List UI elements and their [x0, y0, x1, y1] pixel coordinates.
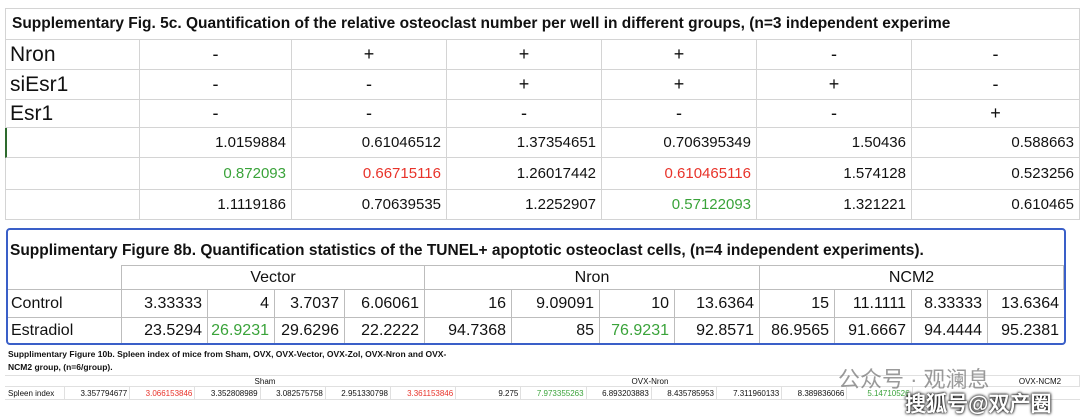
group-sign: -	[912, 70, 1080, 100]
value-cell: 29.6296	[275, 318, 345, 343]
value-cell: 0.872093	[140, 158, 292, 190]
group-sign: -	[912, 40, 1080, 70]
value-cell: 3.357794677	[65, 387, 131, 400]
group-sign: +	[912, 100, 1080, 128]
value-cell: 1.574128	[757, 158, 912, 190]
group-sign: -	[602, 100, 757, 128]
value-cell: 92.8571	[675, 318, 760, 343]
value-cell: 22.2222	[345, 318, 425, 343]
value-cell: 1.2252907	[447, 190, 602, 220]
value-cell: 3.066153846	[130, 387, 196, 400]
value-cell: 0.66715116	[292, 158, 447, 190]
group-sign: -	[292, 70, 447, 100]
value-cell: 0.706395349	[602, 128, 757, 158]
value-cell: 16	[425, 290, 512, 318]
row-label: Control	[8, 290, 122, 318]
group-sign: -	[140, 40, 292, 70]
group-sign: +	[447, 70, 602, 100]
value-cell: 11.1111	[835, 290, 912, 318]
group-header: Vector	[122, 265, 425, 290]
value-cell: 1.0159884	[140, 128, 292, 158]
value-cell: 9.09091	[512, 290, 600, 318]
value-cell: 7.973355263	[521, 387, 587, 400]
group-sign: +	[447, 40, 602, 70]
value-cell: 5.14710526	[847, 387, 913, 400]
value-cell: 0.588663	[912, 128, 1080, 158]
value-cell: 9.275	[456, 387, 522, 400]
value-cell: 91.6667	[835, 318, 912, 343]
value-cell: 0.70639535	[292, 190, 447, 220]
value-cell: 7.311960133	[717, 387, 783, 400]
value-cell: 94.7368	[425, 318, 512, 343]
value-cell: 6.893203883	[586, 387, 652, 400]
group-header: Nron	[425, 265, 760, 290]
group-sign: -	[292, 100, 447, 128]
value-cell: 0.610465	[912, 190, 1080, 220]
row-label: Nron	[5, 40, 140, 70]
row-label	[5, 128, 140, 158]
table-title: Supplimentary Figure 8b. Quantification …	[10, 242, 924, 259]
value-cell: 4	[208, 290, 275, 318]
group-sign: -	[140, 70, 292, 100]
value-cell: 76.9231	[600, 318, 675, 343]
group-sign: +	[292, 40, 447, 70]
row-label: Estradiol	[8, 318, 122, 343]
group-sign: -	[757, 100, 912, 128]
value-cell: 10	[600, 290, 675, 318]
table-title: Supplementary Fig. 5c. Quantification of…	[5, 8, 1080, 40]
group-header: Sham	[254, 376, 276, 386]
value-cell: 3.361153846	[391, 387, 457, 400]
group-header: NCM2	[760, 265, 1064, 290]
table-title: Supplimentary Figure 10b. Spleen index o…	[8, 348, 447, 359]
value-cell: 8.33333	[912, 290, 988, 318]
group-sign: +	[602, 70, 757, 100]
watermark: 搜狐号@双产圈	[905, 393, 1052, 416]
value-cell: 3.7037	[275, 290, 345, 318]
value-cell: 13.6364	[988, 290, 1064, 318]
value-cell: 4.2	[1043, 387, 1080, 400]
value-cell: 13.6364	[675, 290, 760, 318]
value-cell: 1.26017442	[447, 158, 602, 190]
value-cell: 3.33333	[122, 290, 208, 318]
value-cell: 8.435785953	[651, 387, 717, 400]
value-cell: 86.9565	[760, 318, 835, 343]
group-header: OVX-Nron	[631, 376, 669, 386]
value-cell: 8.389836066	[782, 387, 848, 400]
group-sign: -	[447, 100, 602, 128]
group-sign: -	[757, 40, 912, 70]
value-cell: 0.523256	[912, 158, 1080, 190]
value-cell: 2.951330798	[325, 387, 391, 400]
watermark: 公众号 · 观澜息	[838, 367, 990, 392]
row-label	[5, 158, 140, 190]
group-header: OVX-NCM2	[1018, 376, 1062, 386]
value-cell: 3.082575758	[260, 387, 326, 400]
value-cell: 1.1119186	[140, 190, 292, 220]
row-label	[5, 190, 140, 220]
value-cell: 1.321221	[757, 190, 912, 220]
table-title: NCM2 group, (n=6/group).	[8, 361, 113, 372]
row-label: Spleen index	[5, 387, 65, 400]
value-cell: 23.5294	[122, 318, 208, 343]
value-cell: 0.610465116	[602, 158, 757, 190]
group-sign: +	[757, 70, 912, 100]
value-cell: 94.4444	[912, 318, 988, 343]
header-blank	[8, 265, 122, 290]
value-cell: 3.352808989	[195, 387, 261, 400]
row-label: siEsr1	[5, 70, 140, 100]
row-label: Esr1	[5, 100, 140, 128]
figure-8b-frame	[6, 228, 1066, 345]
value-cell: 85	[512, 318, 600, 343]
group-sign: -	[140, 100, 292, 128]
value-cell: 26.9231	[208, 318, 275, 343]
value-cell: 1.50436	[757, 128, 912, 158]
value-cell: 0.57122093	[602, 190, 757, 220]
value-cell: 0.61046512	[292, 128, 447, 158]
value-cell: 95.2381	[1001, 321, 1059, 339]
value-cell: 6.06061	[345, 290, 425, 318]
value-cell: 1.37354651	[447, 128, 602, 158]
value-cell: 15	[760, 290, 835, 318]
group-sign: +	[602, 40, 757, 70]
